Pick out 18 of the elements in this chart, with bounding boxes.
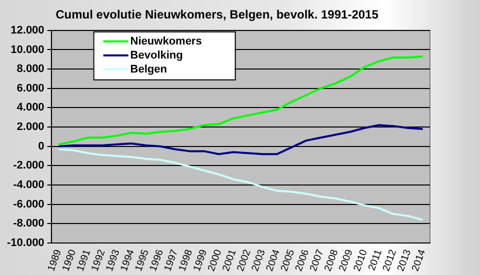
y-tick-label: 10.000 [10, 44, 44, 56]
x-tick-label: 2014 [410, 248, 428, 273]
legend-label: Bevolking [130, 49, 183, 62]
y-tick-label: 8.000 [16, 63, 44, 76]
legend-label: Nieuwkomers [130, 35, 202, 48]
y-tick-label: -2.000 [13, 160, 44, 172]
y-tick-label: 6.000 [16, 82, 44, 94]
y-tick-label: -6.000 [13, 198, 44, 210]
y-tick-label: 0 [38, 140, 44, 152]
x-tick-label: 1994 [118, 248, 137, 273]
y-tick-label: 12.000 [10, 24, 44, 36]
y-tick-label: -8.000 [13, 218, 44, 230]
y-tick-label: 4.000 [16, 102, 44, 114]
y-tick-label: -4.000 [13, 179, 44, 192]
legend-label: Belgen [130, 63, 168, 76]
chart-title: Cumul evolutie Nieuwkomers, Belgen, bevolk. 1991-2015 [56, 8, 379, 22]
y-tick-label: -10.000 [6, 237, 44, 250]
y-tick-label: 2.000 [16, 121, 44, 134]
